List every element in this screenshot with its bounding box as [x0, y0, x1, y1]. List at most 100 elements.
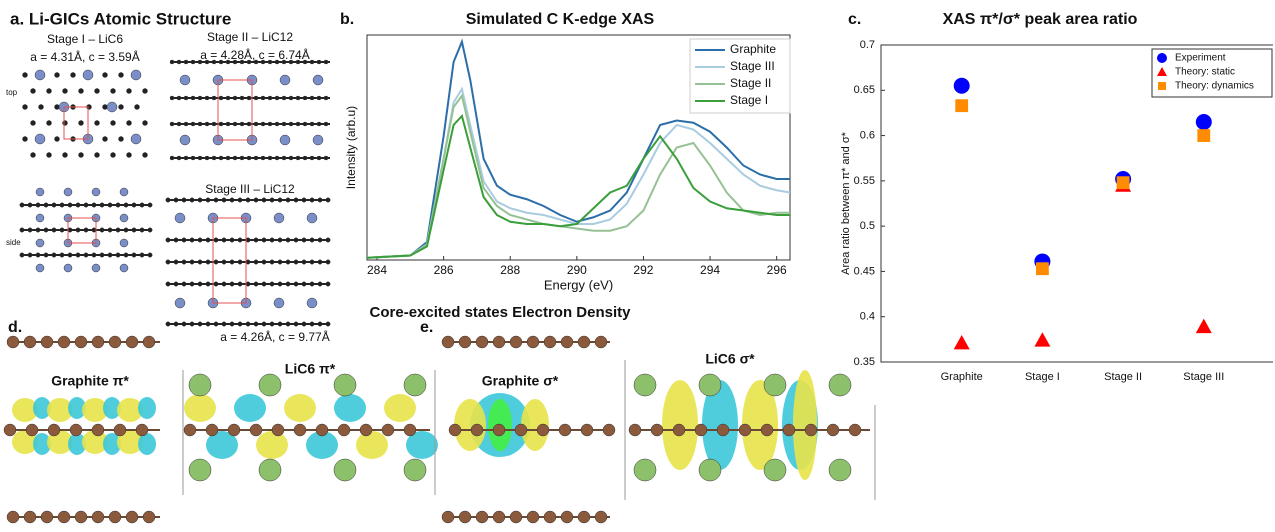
data-point: [953, 334, 970, 350]
atom: [295, 121, 301, 127]
atom: [325, 237, 331, 243]
atom: [57, 510, 71, 524]
atom: [543, 335, 557, 349]
atom: [602, 423, 616, 437]
atom: [245, 321, 251, 327]
atom: [189, 259, 195, 265]
atom: [181, 321, 187, 327]
atom: [123, 252, 129, 258]
data-point: [1197, 129, 1211, 142]
isosurface: [117, 430, 143, 454]
atom: [179, 74, 191, 86]
spectrum-line: [366, 38, 790, 259]
atom: [333, 458, 357, 482]
atom: [237, 197, 243, 203]
atom: [91, 423, 105, 437]
isosurface: [117, 398, 143, 422]
atom: [359, 423, 373, 437]
atom: [197, 197, 203, 203]
atom: [57, 335, 71, 349]
atom: [174, 297, 186, 309]
atom: [126, 120, 132, 126]
atom: [261, 321, 267, 327]
isosurface: [406, 431, 438, 459]
section-title: Core-excited states Electron Density: [370, 304, 632, 321]
x-tick-label: 288: [500, 263, 520, 277]
atom: [110, 120, 116, 126]
atom: [19, 252, 25, 258]
isosurface: [33, 433, 51, 455]
atom: [246, 121, 252, 127]
isosurface: [306, 431, 338, 459]
atom: [130, 69, 142, 81]
atom: [19, 202, 25, 208]
isosurface: [82, 430, 108, 454]
atom: [35, 202, 41, 208]
atom: [173, 259, 179, 265]
structure-label: Stage III – LiC12: [205, 182, 295, 196]
atom: [285, 197, 291, 203]
unit-cell: [67, 217, 97, 244]
atom: [301, 197, 307, 203]
atom: [285, 281, 291, 287]
atom: [509, 510, 523, 524]
legend-label: Stage I: [730, 93, 768, 107]
atom: [54, 136, 60, 142]
atom: [205, 259, 211, 265]
atom: [309, 281, 315, 287]
legend-swatch: [1157, 67, 1167, 76]
atom: [309, 259, 315, 265]
data-point: [1036, 262, 1049, 276]
isosurface: [256, 431, 288, 459]
atom: [237, 237, 243, 243]
atom: [403, 423, 417, 437]
atom: [25, 423, 39, 437]
atom: [30, 120, 36, 126]
isosurface: [103, 397, 121, 419]
atom: [106, 101, 118, 113]
atom: [229, 281, 235, 287]
atom: [197, 59, 203, 65]
atom: [232, 59, 238, 65]
atom: [309, 237, 315, 243]
atom: [62, 88, 68, 94]
atom: [475, 510, 489, 524]
structure-illustrations: [3, 59, 876, 524]
structure-params: a = 4.31Å, c = 3.59Å: [30, 49, 139, 64]
atom: [698, 458, 722, 482]
isosurface: [742, 380, 778, 470]
atom: [269, 197, 275, 203]
atom: [261, 259, 267, 265]
atom: [828, 458, 852, 482]
atom: [672, 423, 686, 437]
y-tick-label: 0.45: [854, 265, 875, 277]
atom: [246, 59, 252, 65]
atom: [51, 202, 57, 208]
atom: [316, 121, 322, 127]
y-axis-label: Area ratio between π* and σ*: [840, 131, 852, 275]
atom: [279, 134, 291, 146]
isosurface: [68, 397, 86, 419]
atom: [102, 136, 108, 142]
atom: [54, 72, 60, 78]
atom: [165, 321, 171, 327]
atom: [218, 95, 224, 101]
atom: [197, 259, 203, 265]
atom: [229, 259, 235, 265]
atom: [19, 227, 25, 233]
atom: [285, 237, 291, 243]
atom: [267, 155, 273, 161]
atom: [113, 423, 127, 437]
atom: [183, 121, 189, 127]
atom: [594, 335, 608, 349]
atom: [38, 104, 44, 110]
atom: [253, 321, 259, 327]
atom: [269, 237, 275, 243]
plot-frame: [880, 44, 1273, 363]
panel-label: b.: [340, 11, 354, 28]
atom: [30, 88, 36, 94]
legend-box: [1151, 48, 1273, 98]
x-tick-label: 286: [434, 263, 454, 277]
y-tick-label: 0.4: [860, 311, 875, 323]
y-tick-label: 0.5: [860, 220, 875, 232]
